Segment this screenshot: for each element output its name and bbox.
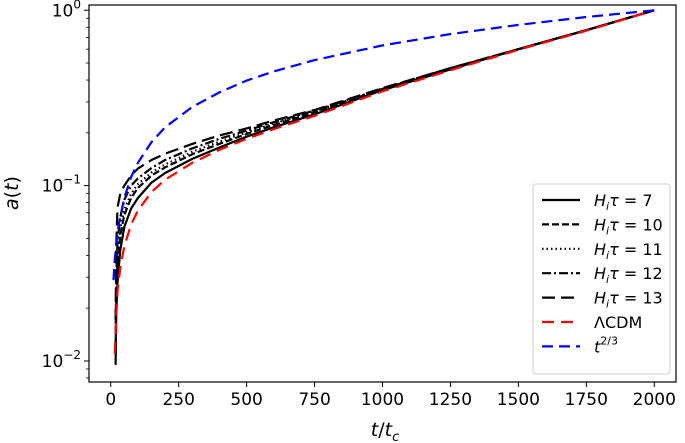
x-tick-label: 1500: [497, 390, 540, 410]
y-axis-label: a(t): [1, 176, 23, 210]
series-line-6: [113, 9, 655, 354]
x-tick-label: 2000: [633, 390, 676, 410]
legend-label-1: Hiτ = 7: [594, 191, 653, 213]
legend-frame: [532, 183, 671, 375]
x-axis-ticks: 0 250 500 750 1000 1250 1500 1750 2000: [105, 382, 676, 410]
legend-label-3: Hiτ = 11: [594, 240, 663, 262]
legend-label-5: Hiτ = 13: [594, 289, 663, 311]
x-tick-label: 1250: [429, 390, 472, 410]
plot-lines: [112, 9, 655, 365]
y-tick-label: 100: [52, 0, 81, 21]
series-line-7: [112, 9, 655, 280]
legend-label-7: t2/3: [594, 334, 618, 356]
legend-label-4: Hiτ = 12: [594, 264, 663, 286]
legend-label-6: ΛCDM: [594, 313, 642, 332]
series-line-5: [114, 9, 655, 321]
y-axis-ticks: 10−2 10−1 100: [42, 0, 89, 379]
x-tick-label: 750: [298, 390, 330, 410]
x-tick-label: 250: [162, 390, 194, 410]
x-tick-label: 1750: [565, 390, 608, 410]
y-tick-label: 10−2: [42, 348, 81, 372]
x-tick-label: 500: [230, 390, 262, 410]
x-tick-label: 0: [105, 390, 116, 410]
series-line-3: [114, 9, 655, 348]
y-tick-label: 10−1: [42, 173, 81, 197]
legend-label-2: Hiτ = 10: [594, 215, 663, 237]
x-tick-label: 1000: [361, 390, 404, 410]
x-axis-label: t/tc: [371, 419, 399, 443]
